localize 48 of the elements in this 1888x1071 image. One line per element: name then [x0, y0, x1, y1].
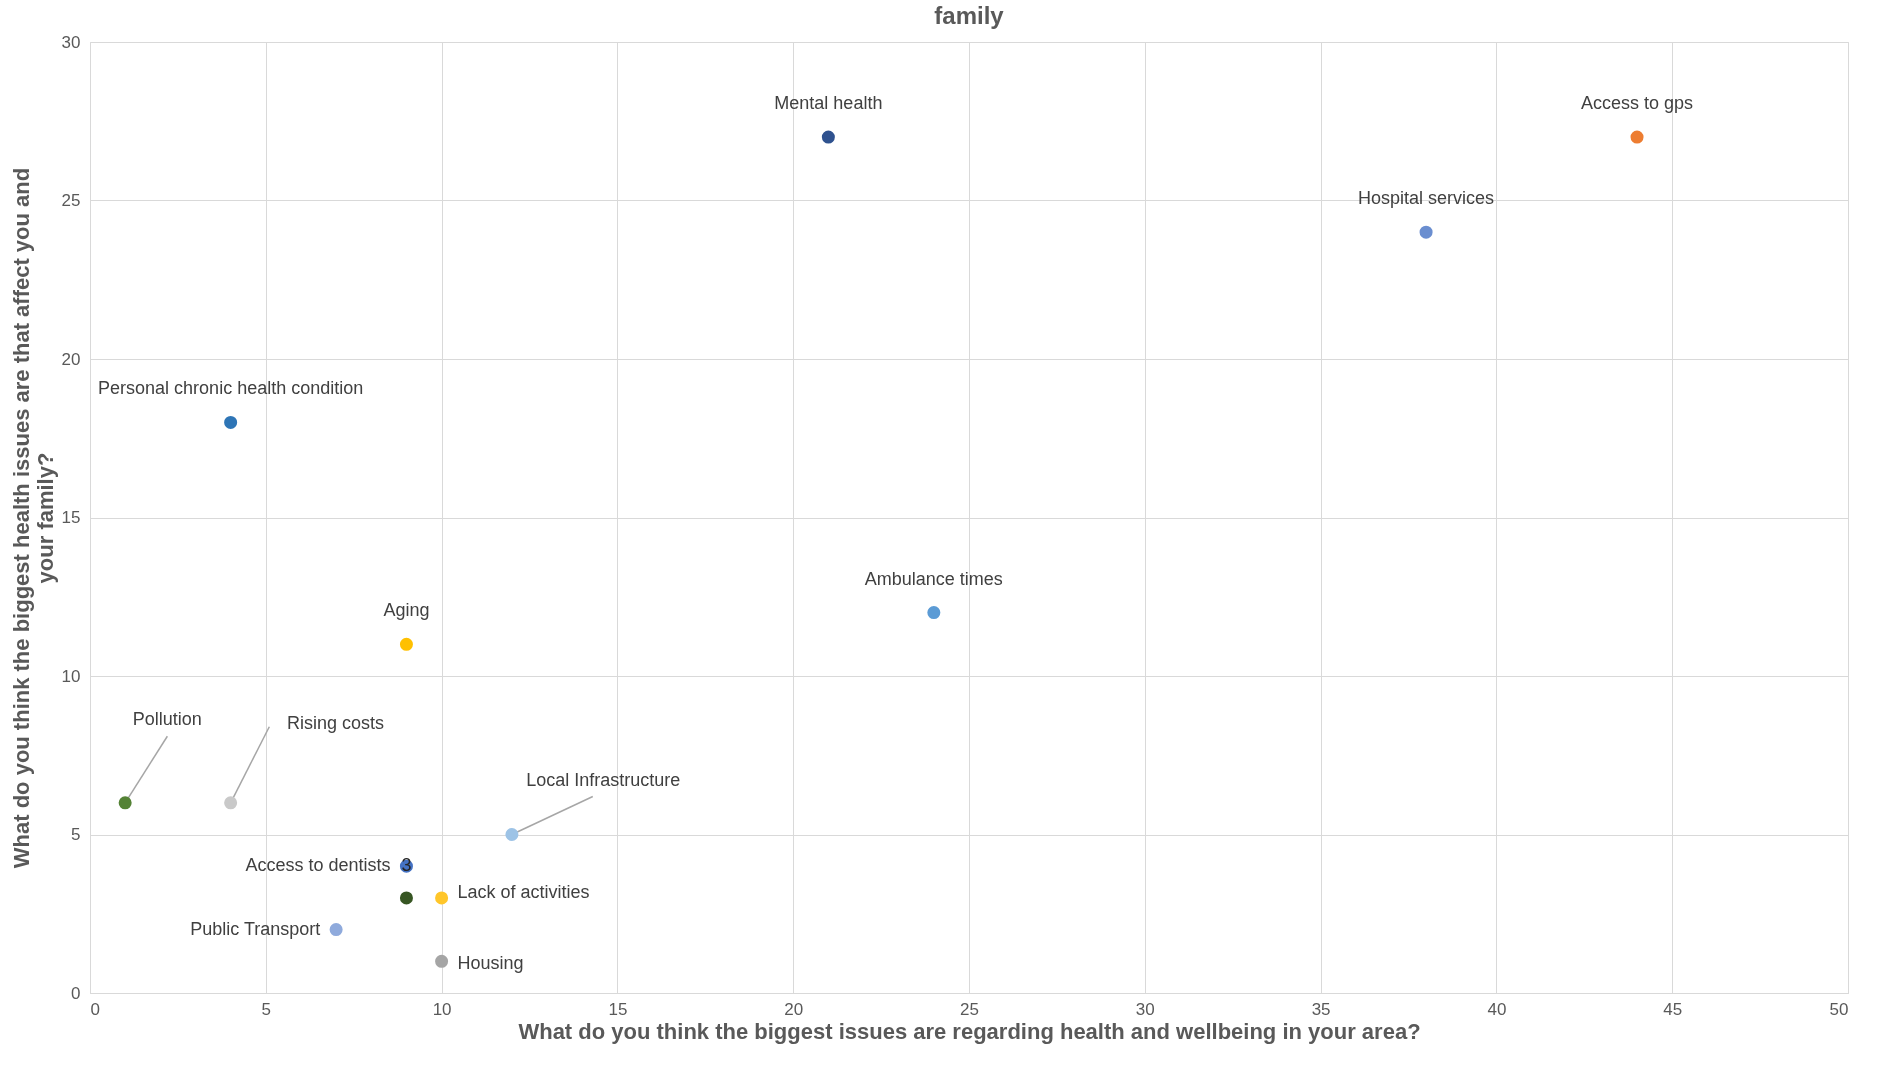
x-tick-label: 10	[432, 999, 452, 1019]
x-axis-title: What do you think the biggest issues are regarding health and wellbeing in your area?	[518, 1018, 1421, 1044]
series-label: Hospital services	[1358, 188, 1495, 209]
point	[118, 796, 132, 810]
x-tick-label: 0	[90, 999, 100, 1019]
point	[329, 923, 343, 937]
y-tick-label: 25	[61, 191, 81, 210]
y-tick-label: 20	[61, 349, 81, 369]
x-tick-label: 5	[261, 999, 272, 1019]
x-tick-label: 40	[1487, 999, 1507, 1019]
series-label: Ambulance times	[864, 568, 1003, 589]
chart-title: family	[934, 2, 1005, 29]
series-label: Access to dentists	[245, 855, 391, 876]
series-label: Personal chronic health condition	[98, 378, 364, 399]
y-tick-label: 30	[61, 32, 81, 52]
point	[435, 954, 449, 968]
x-tick-label: 30	[1135, 999, 1155, 1019]
point	[927, 606, 941, 620]
point	[505, 827, 519, 842]
point	[1419, 225, 1433, 239]
x-tick-label: 45	[1663, 999, 1683, 1019]
series-label: Public Transport	[190, 918, 321, 939]
series-label: Housing	[457, 953, 524, 974]
text: Rising costs	[286, 712, 384, 733]
y-tick-label: 5	[71, 825, 81, 844]
x-tick-label: 35	[1311, 999, 1331, 1019]
point	[399, 637, 413, 651]
annotation: 3	[401, 855, 412, 876]
series-label: Aging	[383, 600, 430, 621]
text: Local Infrastructure	[526, 769, 681, 790]
series-label: Mental health	[774, 93, 883, 114]
x-tick-label: 25	[960, 999, 979, 1019]
text: Pollution	[132, 709, 202, 730]
y-axis-title: What do you think the biggest health issues are that affect you and your family?	[8, 167, 58, 869]
point	[399, 891, 413, 905]
x-tick-label: 20	[784, 999, 804, 1019]
point	[224, 796, 238, 810]
point	[1630, 130, 1644, 144]
x-tick-label: 15	[608, 999, 628, 1019]
series-label: Lack of activities	[457, 882, 590, 903]
y-tick-label: 15	[61, 508, 81, 527]
y-tick-label: 0	[71, 983, 81, 1003]
point	[435, 891, 449, 905]
series-label: Access to gps	[1581, 93, 1694, 114]
point	[224, 415, 238, 429]
point	[821, 130, 835, 144]
x-tick-label: 50	[1829, 999, 1849, 1019]
y-tick-label: 10	[61, 666, 81, 686]
